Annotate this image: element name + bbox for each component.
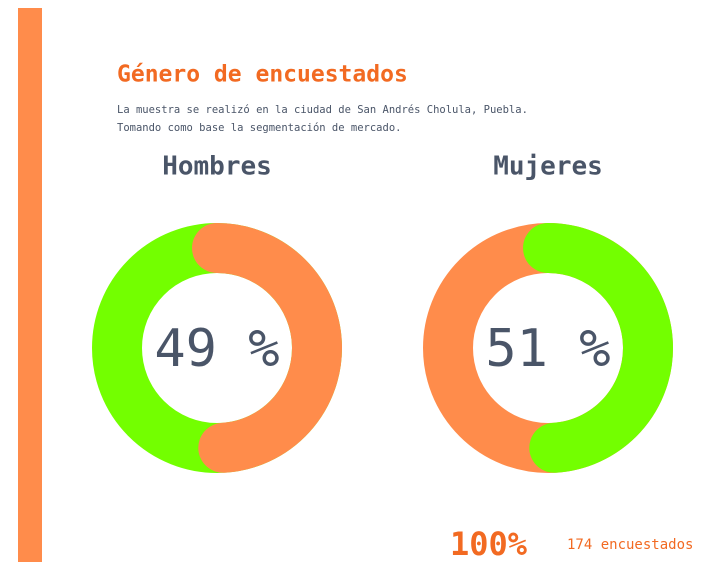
subtitle: Tomando como base la segmentación de mer… xyxy=(117,122,401,134)
center-label: 49 % xyxy=(154,319,279,379)
total: 100% xyxy=(450,525,528,562)
count: 174 encuestados xyxy=(567,537,693,553)
donut-segment xyxy=(523,223,673,473)
center-label: 51 % xyxy=(485,319,610,379)
donut-title: Mujeres xyxy=(493,152,603,182)
side-bar xyxy=(18,8,42,562)
title: Género de encuestados xyxy=(117,62,408,88)
subtitle: La muestra se realizó en la ciudad de Sa… xyxy=(117,104,528,116)
donut-title: Hombres xyxy=(162,152,272,182)
donut-segment xyxy=(192,223,342,473)
